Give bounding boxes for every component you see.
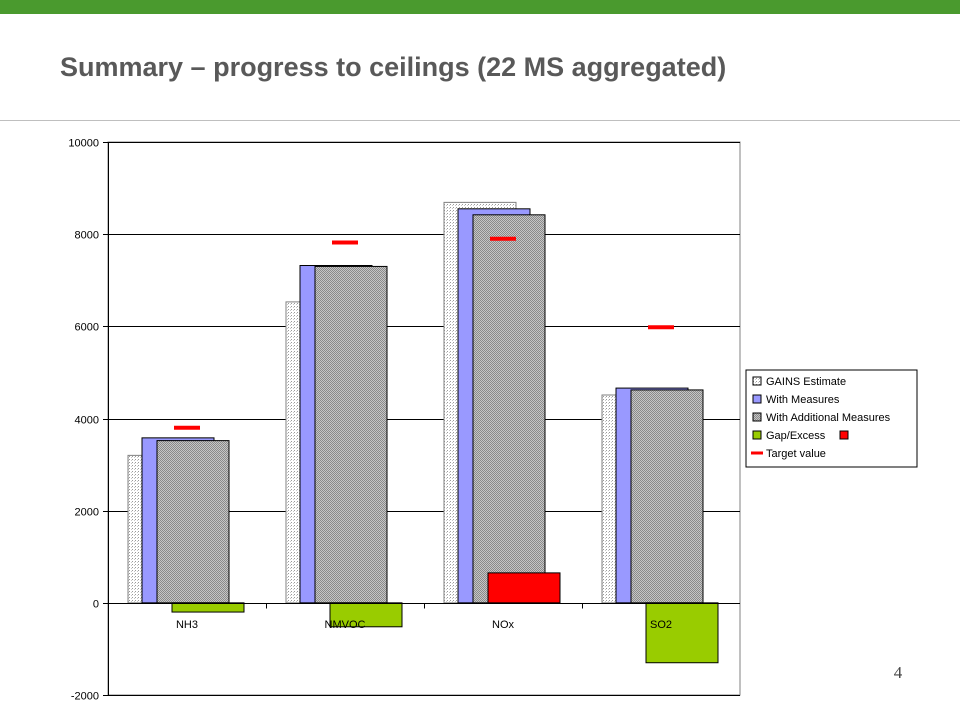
y-tick-label: -2000	[71, 691, 99, 703]
title-divider	[0, 120, 960, 121]
bars	[127, 201, 719, 664]
x-category-label-so2: SO2	[650, 619, 672, 631]
legend-box	[745, 369, 918, 468]
page-number: 4	[893, 663, 903, 682]
legend-swatch-gap-excess-positive	[839, 430, 849, 440]
bar-with-additional-measures-nmvoc	[314, 265, 388, 604]
y-tick-label: 10000	[68, 138, 99, 150]
legend: GAINS Estimate With Measures With Addition…	[745, 369, 918, 468]
x-axis: NH3 NMVOC NOx SO2	[108, 603, 740, 631]
brand-top-bar	[0, 0, 960, 14]
y-tick-label: 6000	[75, 322, 99, 334]
bar-with-additional-measures-so2	[630, 389, 704, 604]
x-category-label-nmvoc: NMVOC	[325, 619, 366, 631]
target-markers	[174, 236, 674, 430]
y-tick-label: 2000	[75, 507, 99, 519]
legend-label-gains-estimate: GAINS Estimate	[766, 376, 846, 388]
bar-gap-excess-nox	[487, 572, 561, 604]
legend-swatch-gap-excess	[752, 430, 762, 440]
x-category-label-nox: NOx	[492, 619, 515, 631]
slide-title: Summary – progress to ceilings (22 MS ag…	[60, 52, 727, 82]
y-tick-label: 0	[93, 599, 99, 611]
bar-gap-excess-so2	[645, 602, 719, 664]
legend-swatch-with-additional-measures	[752, 412, 762, 422]
legend-label-with-additional-measures: With Additional Measures	[766, 412, 891, 424]
bar-with-additional-measures-nh3	[156, 440, 230, 604]
bar-with-additional-measures-nox	[472, 214, 546, 604]
legend-label-gap-excess: Gap/Excess	[766, 430, 826, 442]
y-tick-label: 4000	[75, 415, 99, 427]
bar-gap-excess-nh3	[171, 602, 245, 613]
bar-gap-excess-nmvoc	[329, 602, 403, 628]
legend-swatch-gains-estimate	[752, 376, 762, 386]
x-category-label-nh3: NH3	[176, 619, 198, 631]
legend-label-with-measures: With Measures	[766, 394, 840, 406]
y-axis: -2000 0 2000 4000 6000 8000 10000	[68, 138, 109, 703]
legend-label-target-value: Target value	[766, 448, 826, 460]
y-tick-label: 8000	[75, 230, 99, 242]
legend-swatch-with-measures	[752, 394, 762, 404]
